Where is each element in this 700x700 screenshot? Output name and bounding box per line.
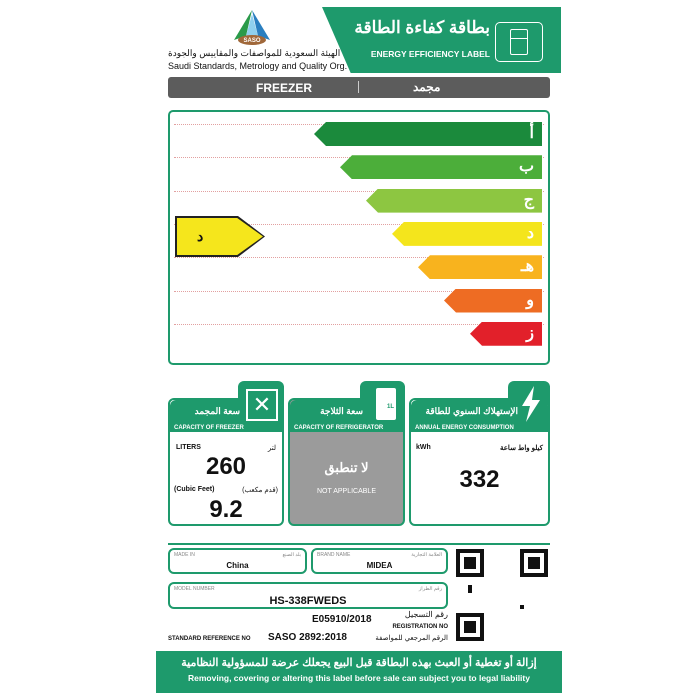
not-applicable-en: NOT APPLICABLE xyxy=(316,488,376,495)
milk-carton-text: 1L xyxy=(386,404,394,410)
header-title-ar: بطاقة كفاءة الطاقة xyxy=(354,18,490,37)
made-in-field: MADE IN بلد الصنع China xyxy=(168,548,307,574)
freezer-liters-value: 260 xyxy=(205,453,247,480)
made-in-value: China xyxy=(226,561,249,570)
expand-arrows-icon: ✕ xyxy=(246,389,278,421)
not-applicable-ar: لا تنطبق xyxy=(324,460,369,475)
rating-bar: د xyxy=(392,221,542,246)
standard-value: SASO 2892:2018 xyxy=(268,632,347,643)
rating-bar: أ xyxy=(314,122,542,146)
scale-guide-line xyxy=(174,223,544,225)
brand-label-en: BRAND NAME xyxy=(317,552,351,558)
energy-consumption-box: الإستهلاك السنوي للطاقة ANNUAL ENERGY CON… xyxy=(409,398,550,526)
efficiency-scale: أ ب ج د هـ و ز xyxy=(168,110,550,365)
registration-label-en: REGISTRATION NO xyxy=(392,624,448,630)
standard-label-en: STANDARD REFERENCE NO xyxy=(168,636,251,642)
energy-title-en: ANNUAL ENERGY CONSUMPTION xyxy=(415,425,514,431)
rating-bar: ج xyxy=(366,188,542,213)
made-in-label-ar: بلد الصنع xyxy=(282,552,301,558)
liters-label-ar: لتر xyxy=(267,445,276,452)
warning-en: Removing, covering or altering this labe… xyxy=(188,673,530,683)
made-in-label-en: MADE IN xyxy=(174,552,195,558)
model-value: HS-338FWEDS xyxy=(269,595,347,607)
model-label-ar: رقم الطراز xyxy=(418,586,442,592)
kwh-label-en: kWh xyxy=(416,444,431,451)
refrigerator-title-ar: سعة الثلاجة xyxy=(320,406,363,416)
divider xyxy=(358,81,359,93)
energy-value: 332 xyxy=(459,466,500,493)
scale-guide-line xyxy=(174,257,544,259)
standard-label-ar: الرقم المرجعي للمواصفة xyxy=(375,635,448,642)
liters-label-en: LITERS xyxy=(176,444,201,451)
warning-ar: إزالة أو تغطية أو العبث بهذه البطاقة قبل… xyxy=(181,657,537,669)
org-name-en: Saudi Standards, Metrology and Quality O… xyxy=(168,61,348,71)
brand-field: BRAND NAME العلامة التجارية MIDEA xyxy=(311,548,448,574)
registration-value: E05910/2018 xyxy=(312,614,372,625)
saso-logo: SASO xyxy=(232,10,272,46)
org-name-ar: الهيئة السعودية للمواصفات والمقاييس والج… xyxy=(168,48,341,58)
registration-label-ar: رقم التسجيل xyxy=(404,610,448,619)
cubic-feet-label-en: (Cubic Feet) xyxy=(174,486,215,493)
svg-text:SASO: SASO xyxy=(243,38,260,44)
footer-warning: إزالة أو تغطية أو العبث بهذه البطاقة قبل… xyxy=(156,651,562,693)
scale-guide-line xyxy=(174,323,544,325)
rating-bar: و xyxy=(444,288,542,313)
milk-carton-icon: 1L xyxy=(376,388,396,420)
brand-label-ar: العلامة التجارية xyxy=(411,552,442,558)
kwh-label-ar: كيلو واط ساعة xyxy=(500,445,543,452)
model-label-en: MODEL NUMBER xyxy=(174,586,215,592)
brand-value: MIDEA xyxy=(366,561,393,570)
scale-guide-line xyxy=(174,290,544,292)
fridge-icon xyxy=(495,22,543,62)
label-header xyxy=(322,7,561,73)
scale-guide-line xyxy=(174,190,544,192)
model-field: MODEL NUMBER رقم الطراز HS-338FWEDS xyxy=(168,582,448,609)
rating-bar: ب xyxy=(340,155,542,180)
product-type-ar: مجمد xyxy=(413,80,441,94)
freezer-title-ar: سعة المجمد xyxy=(194,406,240,416)
rating-bar: هـ xyxy=(418,255,542,280)
refrigerator-title-en: CAPACITY OF REFRIGERATOR xyxy=(294,425,384,431)
divider xyxy=(168,543,550,545)
product-type-bar: FREEZER مجمد xyxy=(168,77,550,98)
qr-code xyxy=(456,549,548,641)
product-type-en: FREEZER xyxy=(256,81,313,95)
cubic-feet-label-ar: (قدم مكعب) xyxy=(242,487,278,494)
freezer-header: سعة المجمد CAPACITY OF FREEZER xyxy=(170,400,282,432)
energy-title-ar: الإستهلاك السنوي للطاقة xyxy=(425,406,518,416)
lightning-icon xyxy=(520,386,542,427)
header-title-en: ENERGY EFFICIENCY LABEL xyxy=(370,49,490,59)
rating-bar: ز xyxy=(470,321,542,346)
freezer-title-en: CAPACITY OF FREEZER xyxy=(174,425,244,431)
freezer-cf-value: 9.2 xyxy=(209,496,243,523)
